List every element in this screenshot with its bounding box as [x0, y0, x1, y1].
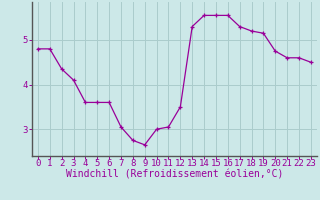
X-axis label: Windchill (Refroidissement éolien,°C): Windchill (Refroidissement éolien,°C) [66, 170, 283, 180]
